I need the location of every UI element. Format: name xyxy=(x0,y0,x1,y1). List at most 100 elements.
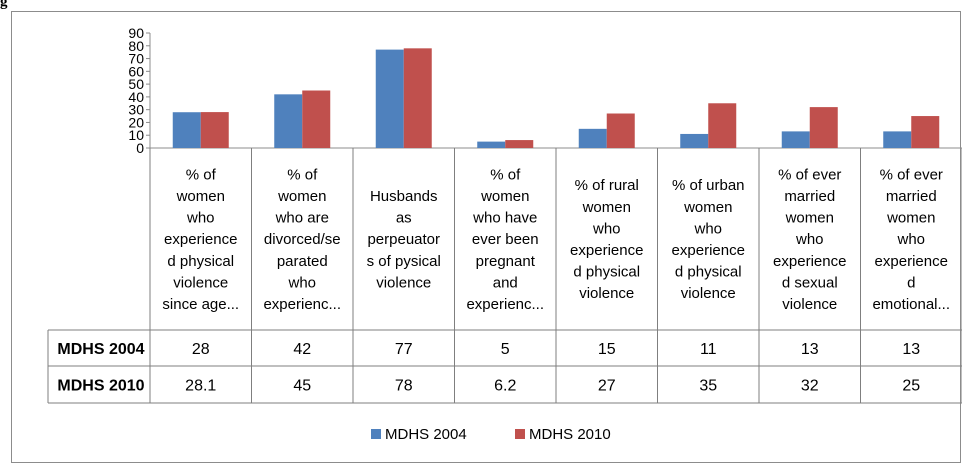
category-label: experience xyxy=(875,253,948,270)
category-label: married xyxy=(886,188,937,205)
bar-mdhs-2004 xyxy=(172,112,201,148)
category-label: who xyxy=(693,220,722,237)
category-label: % of rural xyxy=(575,177,639,194)
bar-mdhs-2004 xyxy=(680,133,709,148)
category-label: emotional... xyxy=(872,296,950,313)
category-label: experience xyxy=(570,242,643,259)
category-label: % of xyxy=(186,166,217,183)
data-value-label: 42 xyxy=(293,341,311,358)
category-label: % of ever xyxy=(778,166,841,183)
category-label: experience xyxy=(773,253,846,270)
category-label: violence xyxy=(376,274,431,291)
data-value-label: 28.1 xyxy=(185,378,216,395)
bar-mdhs-2010 xyxy=(708,103,737,148)
data-value-label: 77 xyxy=(395,341,413,358)
category-label: who xyxy=(592,220,621,237)
category-label: women xyxy=(176,188,225,205)
category-label: who xyxy=(186,210,215,227)
category-label: violence xyxy=(579,285,634,302)
bar-mdhs-2004 xyxy=(375,49,404,148)
y-tick-label: 70 xyxy=(128,51,144,67)
bar-mdhs-2010 xyxy=(505,140,534,148)
data-value-label: 27 xyxy=(598,378,616,395)
y-tick-label: 90 xyxy=(128,25,144,41)
category-label: % of ever xyxy=(880,166,943,183)
category-label: experienc... xyxy=(466,296,544,313)
category-label: women xyxy=(785,210,834,227)
category-label: s of pysical xyxy=(367,253,441,270)
category-label: experienc... xyxy=(263,296,341,313)
corner-fragment-text: g xyxy=(0,0,8,10)
bar-mdhs-2010 xyxy=(302,90,331,148)
y-tick-label: 40 xyxy=(128,89,144,105)
category-label: since age... xyxy=(162,296,239,313)
category-label: who xyxy=(795,231,824,248)
data-value-label: 25 xyxy=(902,378,920,395)
category-label: violence xyxy=(681,285,736,302)
y-tick-label: 50 xyxy=(128,76,144,92)
bar-mdhs-2004 xyxy=(477,141,506,148)
category-label: married xyxy=(784,188,835,205)
data-value-label: 32 xyxy=(801,378,819,395)
category-label: and xyxy=(493,274,518,291)
category-label: who xyxy=(896,231,925,248)
bar-mdhs-2010 xyxy=(200,112,229,148)
category-label: pregnant xyxy=(476,253,536,270)
category-label: experience xyxy=(672,242,745,259)
data-value-label: 45 xyxy=(293,378,311,395)
table-row-header: MDHS 2004 xyxy=(57,341,144,358)
category-label: perpeuator xyxy=(367,231,440,248)
category-label: divorced/se xyxy=(264,231,341,248)
category-label: ever been xyxy=(472,231,539,248)
data-value-label: 13 xyxy=(902,341,920,358)
category-label: women xyxy=(277,188,326,205)
category-label: who xyxy=(287,274,316,291)
data-value-label: 35 xyxy=(699,378,717,395)
category-label: women xyxy=(683,199,732,216)
category-label: d physical xyxy=(573,264,640,281)
y-tick-label: 10 xyxy=(128,127,144,143)
category-label: experience xyxy=(164,231,237,248)
y-tick-label: 20 xyxy=(128,114,144,130)
legend: MDHS 2004 MDHS 2010 xyxy=(371,426,611,443)
bar-mdhs-2004 xyxy=(578,128,607,148)
data-value-label: 6.2 xyxy=(494,378,516,395)
bar-mdhs-2010 xyxy=(606,113,635,148)
category-label: parated xyxy=(277,253,328,270)
chart-frame: 0 10 20 30 40 50 60 70 80 90 % of women who experien… xyxy=(11,11,962,463)
data-table: % of women who experience d physical violence… xyxy=(47,148,962,404)
category-label: % of xyxy=(287,166,318,183)
category-label: violence xyxy=(173,274,228,291)
y-tick-label: 80 xyxy=(128,38,144,54)
data-value-label: 11 xyxy=(700,341,717,358)
data-value-label: 15 xyxy=(598,341,616,358)
legend-swatch-mdhs-2010 xyxy=(515,429,525,439)
y-tick-label: 60 xyxy=(128,63,144,79)
y-tick-label: 0 xyxy=(136,140,144,156)
category-label: violence xyxy=(782,296,837,313)
legend-label: MDHS 2010 xyxy=(529,426,611,443)
bar-mdhs-2010 xyxy=(403,48,432,149)
bar-mdhs-2004 xyxy=(883,131,912,148)
category-label: women xyxy=(886,210,935,227)
category-label: who are xyxy=(275,210,329,227)
data-value-label: 78 xyxy=(395,378,413,395)
legend-swatch-mdhs-2004 xyxy=(371,429,381,439)
category-label: d sexual xyxy=(782,274,838,291)
table-row-header: MDHS 2010 xyxy=(57,378,144,395)
data-value-label: 28 xyxy=(192,341,210,358)
data-value-label: 13 xyxy=(801,341,819,358)
category-label: % of xyxy=(490,166,521,183)
data-value-label: 5 xyxy=(501,341,510,358)
bar-mdhs-2004 xyxy=(781,131,810,148)
bar-mdhs-2004 xyxy=(274,94,303,148)
category-label: d physical xyxy=(167,253,234,270)
category-label: women xyxy=(582,199,631,216)
legend-label: MDHS 2004 xyxy=(385,426,467,443)
bar-mdhs-2010 xyxy=(809,107,838,148)
category-label: % of urban xyxy=(672,177,745,194)
category-label: d xyxy=(907,274,915,291)
category-label: d physical xyxy=(675,264,742,281)
